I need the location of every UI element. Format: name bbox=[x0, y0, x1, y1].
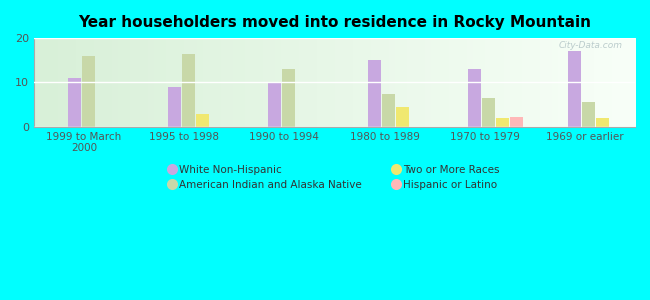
Bar bbox=[482, 98, 495, 127]
Bar bbox=[368, 60, 381, 127]
Bar bbox=[510, 117, 523, 127]
Bar bbox=[268, 82, 281, 127]
Bar bbox=[597, 118, 610, 127]
Bar bbox=[382, 94, 395, 127]
Bar bbox=[182, 54, 195, 127]
Bar bbox=[396, 107, 409, 127]
Title: Year householders moved into residence in Rocky Mountain: Year householders moved into residence i… bbox=[78, 15, 591, 30]
Text: City-Data.com: City-Data.com bbox=[559, 41, 623, 50]
Bar bbox=[468, 69, 481, 127]
Bar bbox=[282, 69, 295, 127]
Bar bbox=[582, 103, 595, 127]
Bar bbox=[68, 78, 81, 127]
Bar bbox=[81, 56, 95, 127]
Bar bbox=[196, 114, 209, 127]
Bar bbox=[168, 87, 181, 127]
Bar bbox=[568, 51, 581, 127]
Legend: White Non-Hispanic, American Indian and Alaska Native, Two or More Races, Hispan: White Non-Hispanic, American Indian and … bbox=[166, 160, 503, 194]
Bar bbox=[496, 118, 510, 127]
